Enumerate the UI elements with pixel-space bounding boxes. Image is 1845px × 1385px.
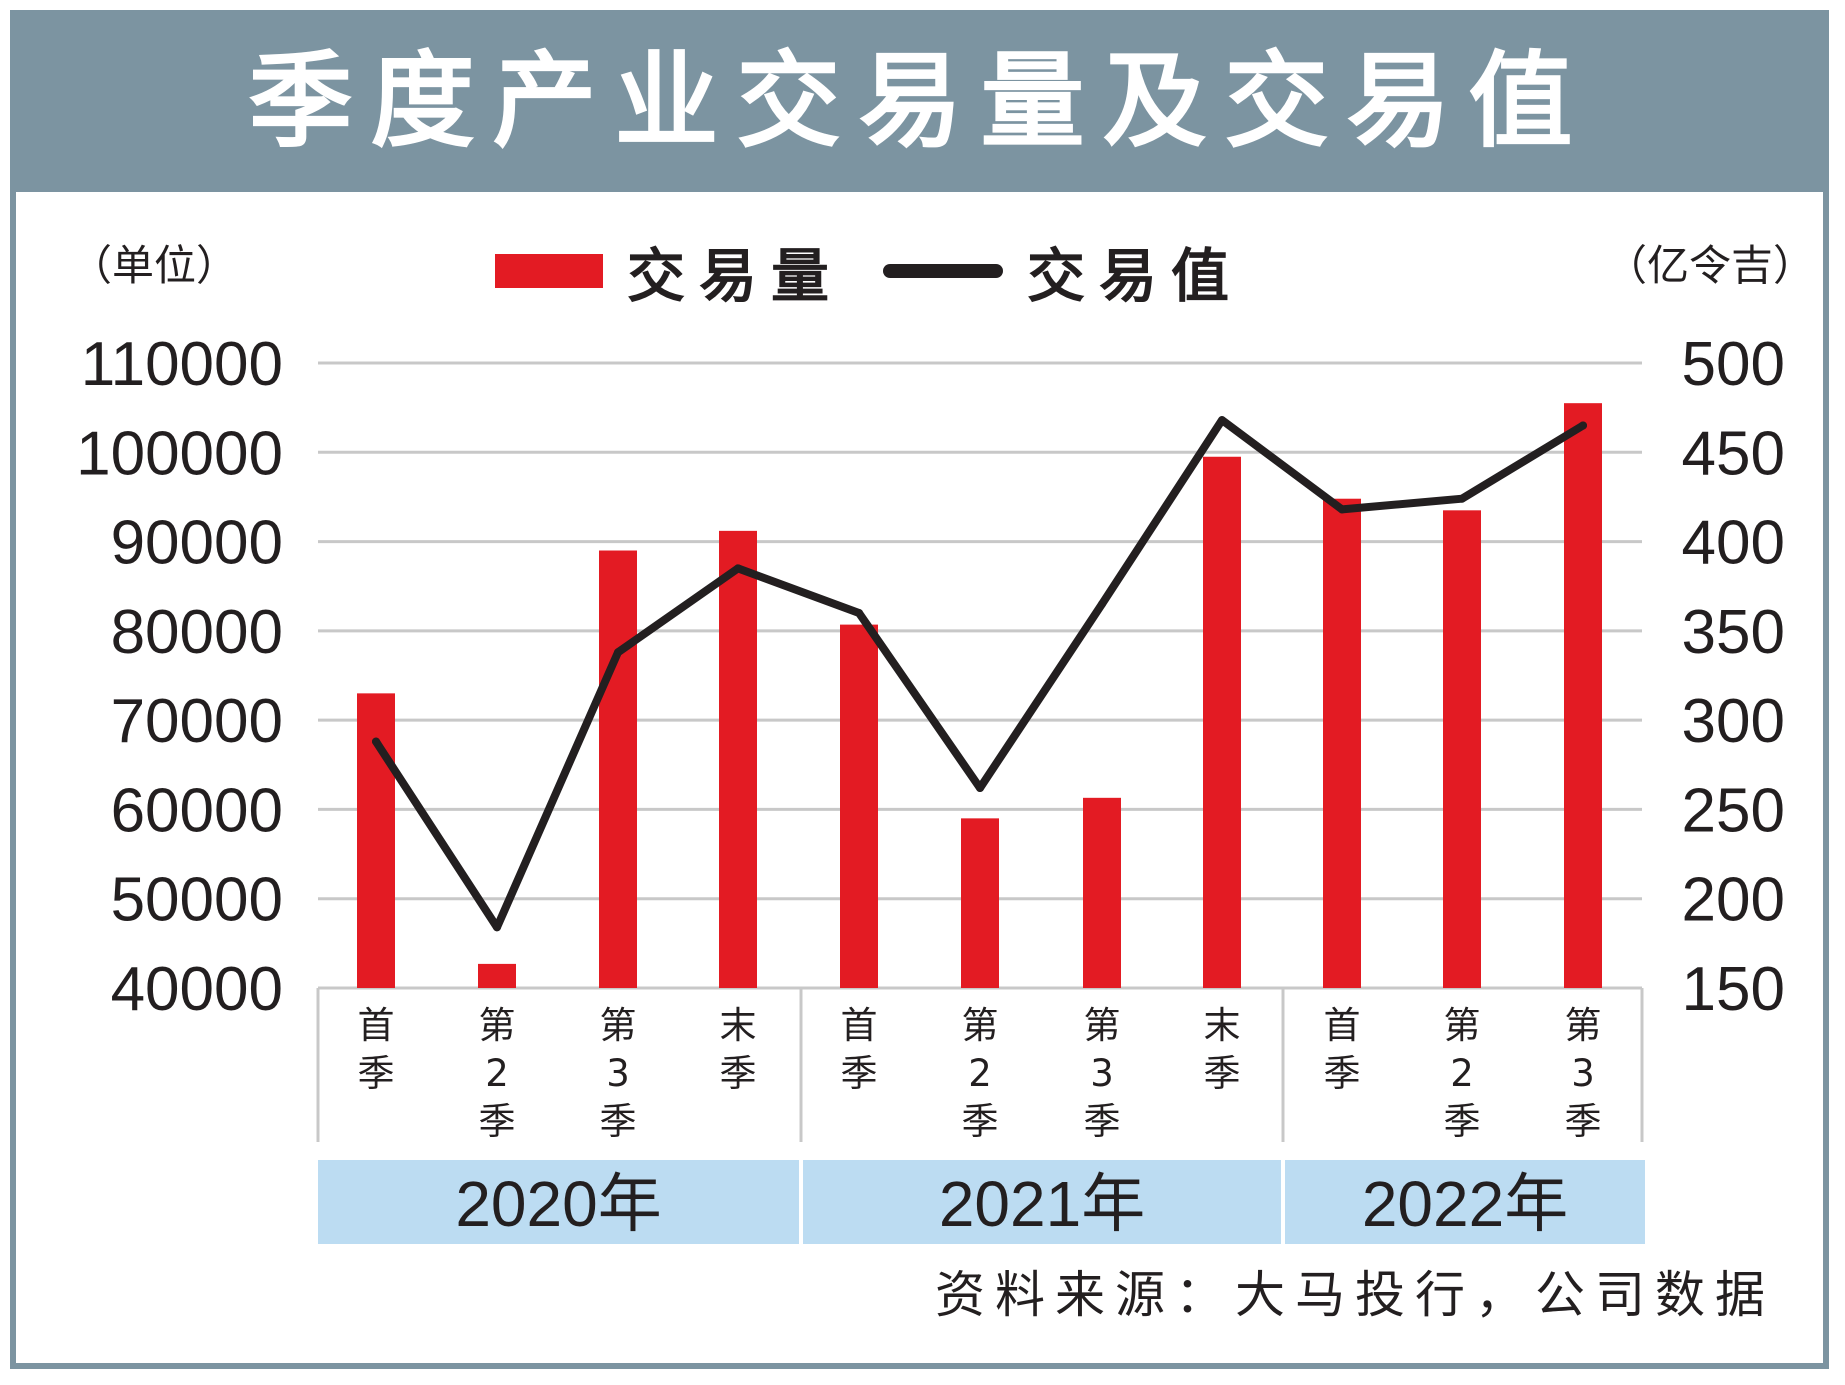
value-point [1098, 600, 1106, 609]
year-band [803, 1160, 1281, 1244]
category-label: 季 [1084, 1100, 1121, 1143]
right-tick-label: 250 [1682, 776, 1785, 845]
value-point [614, 648, 622, 657]
year-band [318, 1160, 799, 1244]
bar [478, 963, 516, 988]
value-point [1579, 421, 1587, 430]
year-label: 2020年 [455, 1168, 661, 1240]
legend-line-swatch [883, 264, 1004, 278]
year-band [1285, 1160, 1645, 1244]
right-tick-label: 300 [1682, 687, 1785, 756]
bar [1564, 403, 1602, 988]
category-label: 3 [606, 1052, 630, 1095]
legend-bar-swatch [495, 254, 603, 288]
category-label: 季 [358, 1052, 395, 1095]
left-tick-label: 40000 [111, 955, 283, 1024]
chart-frame [10, 10, 1829, 1369]
category-label: 3 [1090, 1052, 1114, 1095]
category-label: 2 [968, 1052, 992, 1095]
legend: 交易量 交易值 [495, 236, 1283, 310]
title-bar: 季度产业交易量及交易值 [10, 10, 1829, 192]
category-label: 季 [962, 1100, 999, 1143]
value-point [976, 784, 984, 792]
category-label: 季 [600, 1100, 637, 1143]
value-point [493, 923, 501, 932]
category-label: 首 [358, 1004, 395, 1047]
category-label: 末 [1204, 1004, 1241, 1047]
category-label: 第 [1084, 1004, 1121, 1047]
legend-bar-label: 交易量 [627, 242, 844, 310]
category-label: 季 [1444, 1100, 1481, 1143]
legend-line-label: 交易值 [1027, 242, 1244, 310]
year-label: 2022年 [1362, 1168, 1568, 1240]
right-axis-unit: （亿令吉） [1604, 241, 1815, 290]
bar [599, 550, 637, 988]
left-tick-label: 80000 [111, 598, 283, 667]
category-label: 末 [720, 1004, 757, 1047]
category-label: 2 [1450, 1052, 1474, 1095]
right-tick-label: 500 [1682, 330, 1785, 399]
right-tick-label: 350 [1682, 598, 1785, 667]
category-label: 第 [962, 1004, 999, 1047]
left-tick-label: 70000 [111, 687, 283, 756]
left-tick-label: 110000 [81, 330, 283, 399]
category-label: 第 [1565, 1004, 1602, 1047]
bar [1083, 797, 1121, 988]
value-point [1458, 494, 1466, 503]
category-label: 季 [1324, 1052, 1361, 1095]
category-label: 第 [1444, 1004, 1481, 1047]
right-tick-label: 150 [1682, 955, 1785, 1024]
bar [719, 530, 757, 988]
left-tick-label: 50000 [111, 866, 283, 935]
value-point [1338, 505, 1346, 514]
left-tick-label: 90000 [111, 509, 283, 578]
right-tick-label: 450 [1682, 419, 1785, 488]
left-tick-label: 60000 [111, 776, 283, 845]
bar [961, 818, 999, 988]
category-label: 季 [1204, 1052, 1241, 1095]
category-label: 首 [841, 1004, 878, 1047]
bar [1203, 456, 1241, 988]
category-label: 季 [720, 1052, 757, 1095]
value-point [734, 564, 742, 573]
left-axis-unit: （单位） [70, 241, 239, 290]
year-label: 2021年 [939, 1168, 1145, 1240]
category-label: 第 [600, 1004, 637, 1047]
value-point [372, 737, 380, 746]
value-point [855, 609, 863, 617]
category-label: 第 [479, 1004, 516, 1047]
value-point [1218, 416, 1226, 425]
category-label: 2 [485, 1052, 509, 1095]
bar [840, 624, 878, 988]
right-tick-label: 400 [1682, 509, 1785, 578]
category-label: 季 [479, 1100, 516, 1143]
category-label: 首 [1324, 1004, 1361, 1047]
source-note: 资料来源：大马投行，公司数据 [935, 1266, 1775, 1324]
bar [357, 693, 395, 988]
chart-title: 季度产业交易量及交易值 [248, 40, 1591, 162]
category-label: 3 [1571, 1052, 1595, 1095]
bar [1323, 498, 1361, 988]
category-label: 季 [841, 1052, 878, 1095]
left-tick-label: 100000 [76, 419, 283, 488]
category-label: 季 [1565, 1100, 1602, 1143]
right-tick-label: 200 [1682, 866, 1785, 935]
bar [1443, 510, 1481, 988]
